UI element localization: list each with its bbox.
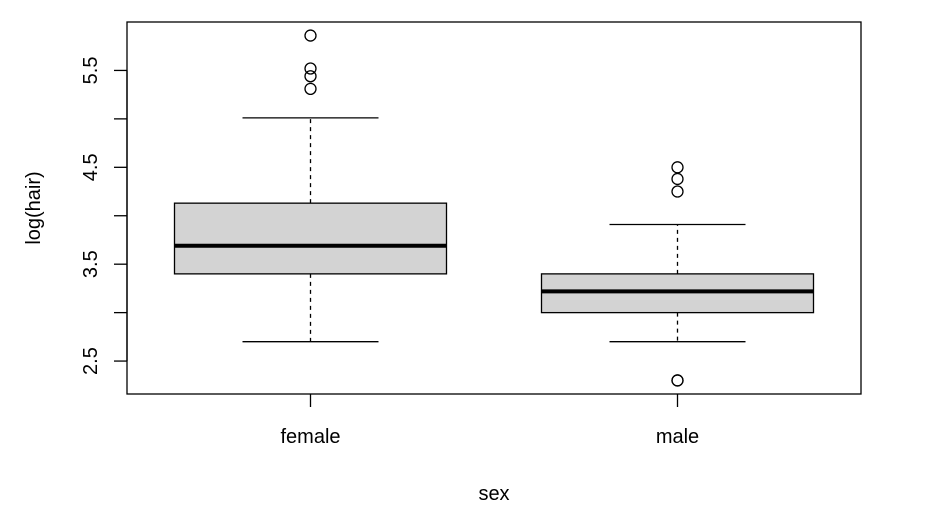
boxes-group — [173, 29, 815, 387]
x-axis: female male — [280, 394, 699, 448]
x-tick-label: female — [280, 426, 340, 448]
outlier-point — [671, 172, 684, 186]
y-axis-label: log(hair) — [23, 171, 45, 244]
outlier-point — [304, 29, 317, 42]
x-axis-label: sex — [478, 483, 509, 505]
box-male — [540, 161, 815, 387]
y-axis: 2.5 3.5 4.5 5.5 — [80, 57, 128, 375]
box-female — [173, 29, 448, 343]
outlier-point — [304, 82, 317, 95]
x-tick-label: male — [656, 426, 699, 448]
outlier-point — [304, 70, 317, 83]
y-tick-label: 5.5 — [80, 57, 102, 85]
y-tick-label: 2.5 — [80, 347, 102, 375]
outlier-point — [671, 185, 684, 198]
y-tick-label: 4.5 — [80, 153, 102, 181]
iqr-box — [173, 202, 448, 275]
outlier-point — [671, 161, 684, 174]
outlier-point — [671, 374, 684, 387]
outlier-point — [304, 62, 317, 75]
y-tick-label: 3.5 — [80, 250, 102, 278]
